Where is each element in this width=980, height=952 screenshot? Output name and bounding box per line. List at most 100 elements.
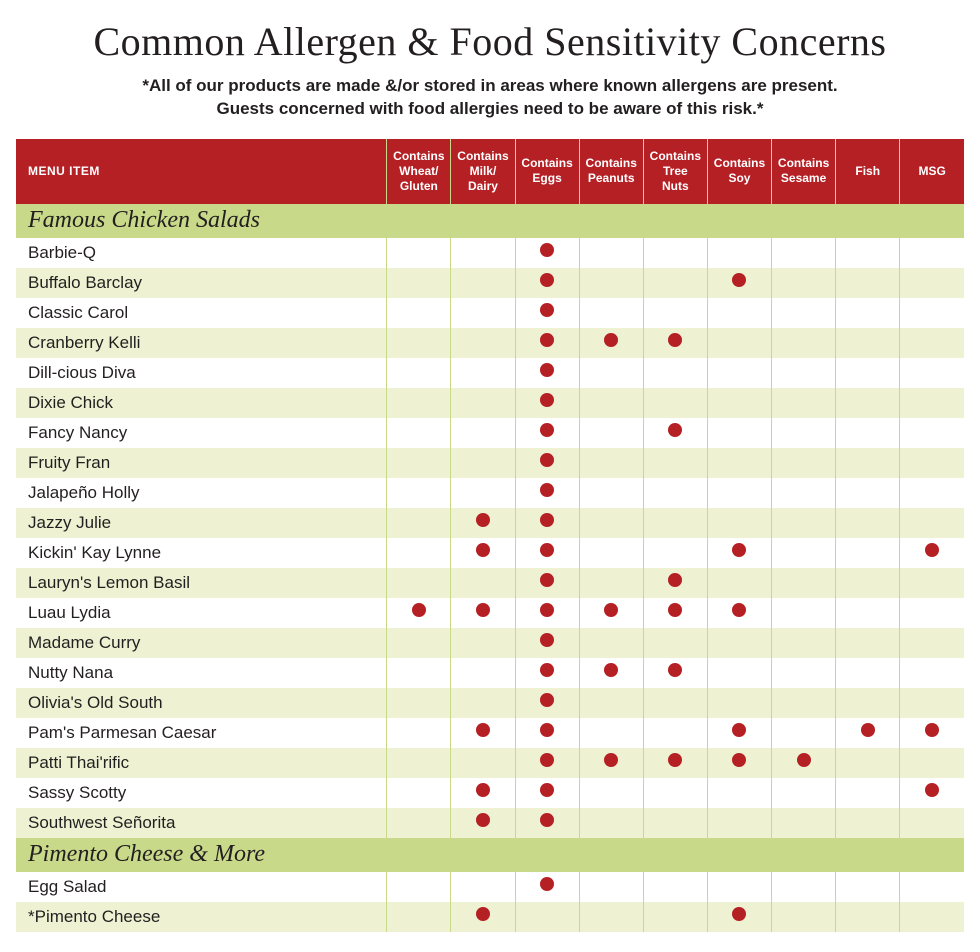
- allergen-dot-icon: [476, 783, 490, 797]
- allergen-cell: [387, 478, 451, 508]
- allergen-cell: [515, 328, 579, 358]
- menu-item-name: Kickin' Kay Lynne: [16, 538, 387, 568]
- allergen-cell: [451, 598, 515, 628]
- allergen-cell: [707, 658, 771, 688]
- allergen-cell: [836, 448, 900, 478]
- allergen-dot-icon: [925, 543, 939, 557]
- allergen-cell: [772, 748, 836, 778]
- menu-item-name: Egg Salad: [16, 872, 387, 902]
- allergen-cell: [579, 358, 643, 388]
- allergen-cell: [579, 418, 643, 448]
- allergen-cell: [836, 718, 900, 748]
- allergen-cell: [900, 298, 964, 328]
- allergen-dot-icon: [540, 877, 554, 891]
- allergen-cell: [707, 238, 771, 268]
- allergen-dot-icon: [540, 753, 554, 767]
- allergen-dot-icon: [668, 603, 682, 617]
- section-title: Famous Chicken Salads: [16, 204, 387, 238]
- allergen-cell: [836, 688, 900, 718]
- allergen-dot-icon: [540, 693, 554, 707]
- allergen-cell: [643, 508, 707, 538]
- allergen-cell: [643, 598, 707, 628]
- allergen-cell: [836, 748, 900, 778]
- allergen-cell: [451, 568, 515, 598]
- menu-item-name: Fruity Fran: [16, 448, 387, 478]
- allergen-dot-icon: [540, 723, 554, 737]
- allergen-cell: [579, 388, 643, 418]
- allergen-cell: [579, 298, 643, 328]
- allergen-dot-icon: [604, 753, 618, 767]
- allergen-dot-icon: [861, 723, 875, 737]
- allergen-cell: [387, 328, 451, 358]
- allergen-dot-icon: [925, 723, 939, 737]
- col-allergen: Contains Wheat/ Gluten: [387, 139, 451, 204]
- allergen-cell: [707, 268, 771, 298]
- allergen-cell: [772, 872, 836, 902]
- allergen-dot-icon: [668, 753, 682, 767]
- allergen-dot-icon: [540, 483, 554, 497]
- allergen-dot-icon: [732, 753, 746, 767]
- allergen-cell: [515, 298, 579, 328]
- allergen-cell: [515, 448, 579, 478]
- allergen-cell: [707, 688, 771, 718]
- allergen-cell: [515, 478, 579, 508]
- allergen-cell: [579, 598, 643, 628]
- allergen-dot-icon: [476, 907, 490, 921]
- allergen-cell: [387, 748, 451, 778]
- table-row: Fancy Nancy: [16, 418, 964, 448]
- allergen-cell: [515, 718, 579, 748]
- allergen-cell: [643, 328, 707, 358]
- menu-item-name: Madame Curry: [16, 628, 387, 658]
- allergen-dot-icon: [668, 663, 682, 677]
- allergen-cell: [643, 238, 707, 268]
- allergen-cell: [707, 902, 771, 932]
- allergen-dot-icon: [540, 333, 554, 347]
- allergen-cell: [451, 808, 515, 838]
- allergen-dot-icon: [604, 603, 618, 617]
- menu-item-name: Patti Thai'rific: [16, 748, 387, 778]
- table-row: Dixie Chick: [16, 388, 964, 418]
- allergen-cell: [643, 872, 707, 902]
- page-title: Common Allergen & Food Sensitivity Conce…: [16, 18, 964, 65]
- allergen-cell: [515, 538, 579, 568]
- allergen-cell: [900, 358, 964, 388]
- allergen-dot-icon: [540, 573, 554, 587]
- allergen-cell: [772, 688, 836, 718]
- allergen-cell: [707, 388, 771, 418]
- allergen-cell: [772, 478, 836, 508]
- allergen-cell: [643, 628, 707, 658]
- allergen-dot-icon: [540, 513, 554, 527]
- col-allergen: Contains Milk/ Dairy: [451, 139, 515, 204]
- allergen-dot-icon: [604, 333, 618, 347]
- allergen-cell: [836, 658, 900, 688]
- allergen-cell: [836, 238, 900, 268]
- allergen-cell: [387, 538, 451, 568]
- allergen-dot-icon: [604, 663, 618, 677]
- allergen-cell: [515, 568, 579, 598]
- allergen-cell: [579, 628, 643, 658]
- allergen-cell: [387, 902, 451, 932]
- allergen-cell: [707, 808, 771, 838]
- table-row: *Pimento Cheese: [16, 902, 964, 932]
- allergen-cell: [579, 268, 643, 298]
- allergen-cell: [836, 388, 900, 418]
- allergen-cell: [579, 538, 643, 568]
- allergen-cell: [707, 418, 771, 448]
- table-row: Sassy Scotty: [16, 778, 964, 808]
- allergen-cell: [772, 628, 836, 658]
- allergen-cell: [387, 718, 451, 748]
- allergen-cell: [900, 238, 964, 268]
- col-allergen: MSG: [900, 139, 964, 204]
- allergen-cell: [515, 388, 579, 418]
- allergen-cell: [836, 298, 900, 328]
- table-row: Kickin' Kay Lynne: [16, 538, 964, 568]
- menu-item-name: Cranberry Kelli: [16, 328, 387, 358]
- allergen-cell: [579, 808, 643, 838]
- table-row: Classic Carol: [16, 298, 964, 328]
- allergen-cell: [707, 748, 771, 778]
- allergen-cell: [643, 778, 707, 808]
- allergen-cell: [643, 748, 707, 778]
- allergen-cell: [387, 268, 451, 298]
- allergen-cell: [772, 328, 836, 358]
- allergen-cell: [451, 298, 515, 328]
